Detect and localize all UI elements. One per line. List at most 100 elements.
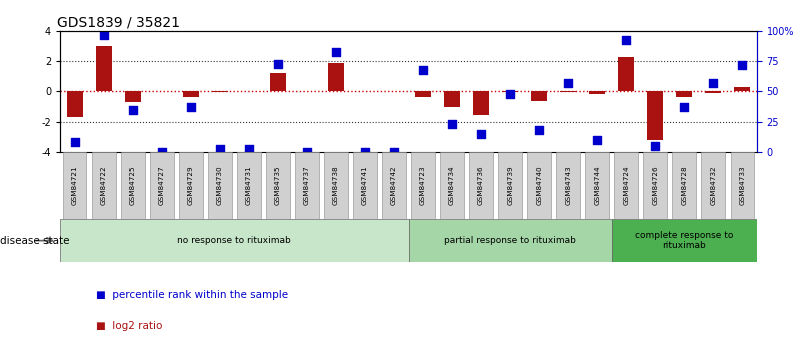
Point	[243, 147, 256, 152]
Bar	[702, 152, 725, 219]
Bar	[618, 57, 634, 91]
Text: partial response to rituximab: partial response to rituximab	[445, 236, 576, 245]
Text: GSM84729: GSM84729	[187, 166, 194, 205]
Bar	[502, 91, 518, 92]
Point	[127, 107, 139, 112]
Bar	[706, 91, 722, 93]
Bar	[324, 152, 348, 219]
Bar	[411, 152, 435, 219]
Text: ■  log2 ratio: ■ log2 ratio	[96, 321, 163, 331]
Bar	[237, 152, 260, 219]
Bar	[612, 219, 757, 262]
Text: disease state: disease state	[0, 236, 70, 246]
Bar	[643, 152, 667, 219]
Point	[678, 104, 690, 110]
Point	[359, 149, 372, 155]
Text: GSM84739: GSM84739	[507, 166, 513, 205]
Point	[97, 32, 110, 38]
Text: GSM84732: GSM84732	[710, 166, 716, 205]
Bar	[266, 152, 290, 219]
Bar	[183, 91, 199, 97]
Point	[620, 37, 633, 42]
Text: GSM84722: GSM84722	[101, 166, 107, 205]
Point	[649, 143, 662, 148]
Text: complete response to
rituximab: complete response to rituximab	[635, 231, 734, 250]
Text: GSM84728: GSM84728	[682, 166, 687, 205]
Text: GSM84744: GSM84744	[594, 166, 600, 205]
Bar	[121, 152, 144, 219]
Bar	[527, 152, 551, 219]
Bar	[95, 46, 111, 91]
Bar	[211, 91, 227, 92]
Bar	[586, 152, 609, 219]
Point	[68, 139, 81, 145]
Bar	[125, 91, 141, 102]
Bar	[409, 219, 612, 262]
Bar	[66, 91, 83, 117]
Bar	[473, 91, 489, 115]
Text: GSM84738: GSM84738	[333, 166, 339, 205]
Point	[155, 149, 168, 155]
Bar	[469, 152, 493, 219]
Text: GSM84741: GSM84741	[362, 166, 368, 205]
Text: no response to rituximab: no response to rituximab	[177, 236, 292, 245]
Point	[533, 127, 545, 133]
Point	[475, 131, 488, 136]
Point	[213, 147, 226, 152]
Bar	[614, 152, 638, 219]
Text: GSM84742: GSM84742	[391, 166, 397, 205]
Point	[707, 80, 720, 86]
Bar	[590, 91, 606, 95]
Bar	[557, 152, 580, 219]
Bar	[647, 91, 663, 140]
Text: GSM84730: GSM84730	[217, 166, 223, 205]
Text: GSM84735: GSM84735	[275, 166, 281, 205]
Bar	[92, 152, 115, 219]
Text: GSM84725: GSM84725	[130, 166, 135, 205]
Text: GSM84734: GSM84734	[449, 166, 455, 205]
Bar	[531, 91, 547, 101]
Point	[445, 121, 458, 127]
Bar	[676, 91, 692, 97]
Point	[184, 104, 197, 110]
Text: GSM84723: GSM84723	[420, 166, 426, 205]
Bar	[735, 87, 751, 91]
Point	[300, 149, 313, 155]
Bar	[415, 91, 431, 97]
Point	[329, 49, 342, 55]
Text: GSM84737: GSM84737	[304, 166, 310, 205]
Point	[272, 61, 284, 67]
Bar	[328, 63, 344, 91]
Bar	[731, 152, 755, 219]
Bar	[673, 152, 696, 219]
Text: GSM84731: GSM84731	[246, 166, 252, 205]
Text: GSM84733: GSM84733	[739, 166, 746, 205]
Text: GSM84743: GSM84743	[566, 166, 571, 205]
Bar	[60, 219, 409, 262]
Bar	[208, 152, 231, 219]
Bar	[382, 152, 406, 219]
Bar	[353, 152, 376, 219]
Bar	[444, 91, 460, 107]
Point	[562, 80, 574, 86]
Point	[591, 137, 604, 142]
Bar	[179, 152, 203, 219]
Point	[736, 62, 749, 68]
Text: GDS1839 / 35821: GDS1839 / 35821	[57, 16, 179, 30]
Bar	[150, 152, 174, 219]
Bar	[441, 152, 464, 219]
Bar	[270, 73, 286, 91]
Text: GSM84724: GSM84724	[623, 166, 630, 205]
Text: GSM84736: GSM84736	[478, 166, 484, 205]
Text: ■  percentile rank within the sample: ■ percentile rank within the sample	[96, 290, 288, 300]
Text: GSM84726: GSM84726	[652, 166, 658, 205]
Point	[388, 149, 400, 155]
Bar	[498, 152, 522, 219]
Bar	[560, 91, 576, 92]
Point	[417, 67, 429, 72]
Text: GSM84721: GSM84721	[71, 166, 78, 205]
Bar	[295, 152, 319, 219]
Point	[504, 91, 517, 97]
Text: GSM84727: GSM84727	[159, 166, 165, 205]
Bar	[62, 152, 87, 219]
